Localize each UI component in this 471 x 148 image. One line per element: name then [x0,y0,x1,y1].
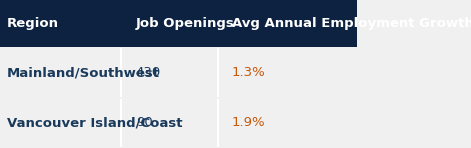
Text: 1.9%: 1.9% [232,116,266,129]
FancyBboxPatch shape [0,100,357,146]
Text: 1.3%: 1.3% [232,66,266,79]
Text: 430: 430 [136,66,161,79]
FancyBboxPatch shape [0,0,357,47]
Text: Avg Annual Employment Growth: Avg Annual Employment Growth [232,17,471,30]
Text: Region: Region [7,17,59,30]
Text: 90: 90 [136,116,153,129]
Text: Job Openings: Job Openings [136,17,235,30]
Text: Vancouver Island/Coast: Vancouver Island/Coast [7,116,183,129]
Text: Mainland/Southwest: Mainland/Southwest [7,66,160,79]
FancyBboxPatch shape [0,49,357,96]
